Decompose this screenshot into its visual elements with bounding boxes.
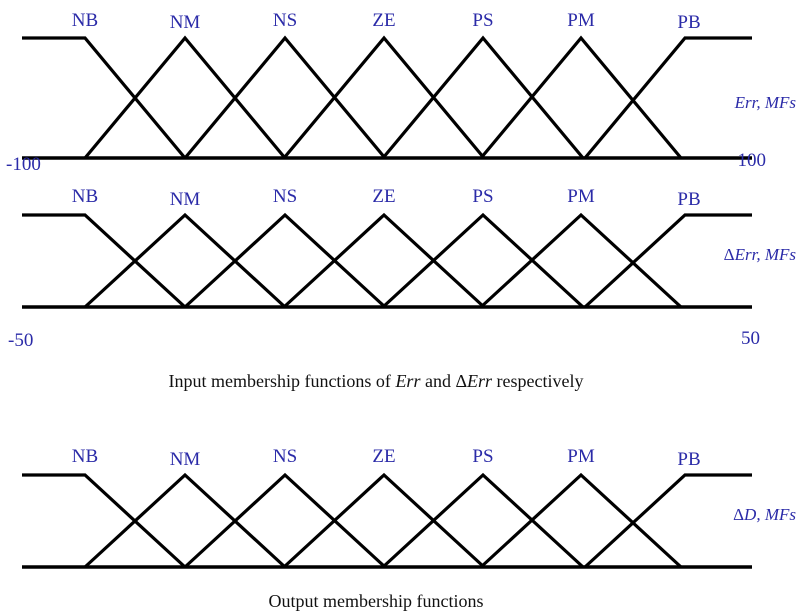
- delta-err-label-ze: ZE: [372, 186, 395, 207]
- err-mf-pb: [583, 36, 752, 160]
- input-caption-var1: Err: [394, 371, 421, 391]
- input-caption-part2: and: [420, 371, 455, 391]
- err-label-ns: NS: [273, 10, 297, 31]
- delta-err-mf-ns: [183, 212, 387, 309]
- err-membership-shapes: [22, 35, 752, 160]
- delta-d-mf-ps: [381, 472, 585, 569]
- delta-err-label-pb: PB: [677, 189, 700, 210]
- output-caption: Output membership functions: [269, 591, 484, 611]
- err-range-max: 100: [738, 150, 767, 171]
- delta-d-mf-pm: [479, 472, 683, 569]
- delta-d-membership-shapes: [22, 472, 752, 569]
- delta-d-label-ns: NS: [273, 446, 297, 467]
- err-label-nm: NM: [170, 12, 201, 33]
- delta-err-membership-shapes: [22, 212, 752, 309]
- delta-err-side-label-text: Err, MFs: [734, 245, 797, 264]
- input-caption-var2: Err: [466, 371, 493, 391]
- err-mf-nb: [22, 36, 187, 160]
- err-label-ps: PS: [472, 10, 493, 31]
- delta-err-side-label: ΔErr, MFs: [724, 245, 797, 264]
- delta-d-label-nb: NB: [72, 446, 98, 467]
- delta-err-range-min: -50: [8, 330, 33, 351]
- delta-err-mf-nm: [83, 212, 287, 309]
- err-membership-panel: NB NM NS ZE PS PM PB Err, MFs -100 100: [6, 10, 796, 175]
- delta-d-label-nm: NM: [170, 449, 201, 470]
- err-label-pb: PB: [677, 12, 700, 33]
- err-label-pm: PM: [567, 10, 595, 31]
- input-caption-delta: Δ: [455, 371, 467, 391]
- input-caption-part3: respectively: [492, 371, 583, 391]
- delta-err-mf-pm: [479, 212, 683, 309]
- delta-d-side-label: ΔD, MFs: [733, 505, 796, 524]
- delta-d-mf-nm: [83, 472, 287, 569]
- delta-err-label-ps: PS: [472, 186, 493, 207]
- delta-d-mf-pb: [583, 473, 752, 569]
- input-caption-part1: Input membership functions of: [168, 371, 395, 391]
- err-mf-nm: [83, 35, 287, 160]
- delta-d-mf-nb: [22, 473, 187, 569]
- err-range-min: -100: [6, 154, 41, 175]
- delta-err-label-nm: NM: [170, 189, 201, 210]
- delta-err-label-nb: NB: [72, 186, 98, 207]
- delta-symbol: Δ: [724, 245, 735, 264]
- delta-d-label-pb: PB: [677, 449, 700, 470]
- delta-err-label-ns: NS: [273, 186, 297, 207]
- delta-d-label-pm: PM: [567, 446, 595, 467]
- delta-err-mf-pb: [583, 213, 752, 309]
- delta-d-membership-panel: NB NM NS ZE PS PM PB ΔD, MFs: [22, 446, 796, 569]
- err-mf-pm: [479, 35, 683, 160]
- err-mf-ze: [282, 35, 486, 160]
- input-caption: Input membership functions of Err and ΔE…: [168, 371, 583, 391]
- err-label-ze: ZE: [372, 10, 395, 31]
- err-side-label: Err, MFs: [734, 93, 797, 112]
- delta-symbol: Δ: [733, 505, 744, 524]
- delta-d-mf-ns: [183, 472, 387, 569]
- err-mf-ns: [183, 35, 387, 160]
- delta-err-mf-ze: [282, 212, 486, 309]
- err-label-nb: NB: [72, 10, 98, 31]
- delta-d-mf-ze: [282, 472, 486, 569]
- err-mf-ps: [381, 35, 585, 160]
- delta-err-mf-ps: [381, 212, 585, 309]
- delta-d-label-ze: ZE: [372, 446, 395, 467]
- delta-err-mf-nb: [22, 213, 187, 309]
- delta-d-label-ps: PS: [472, 446, 493, 467]
- delta-d-side-label-text: D, MFs: [743, 505, 796, 524]
- delta-err-label-pm: PM: [567, 186, 595, 207]
- delta-err-membership-panel: NB NM NS ZE PS PM PB ΔErr, MFs -50 50: [8, 186, 796, 351]
- delta-err-range-max: 50: [741, 328, 760, 349]
